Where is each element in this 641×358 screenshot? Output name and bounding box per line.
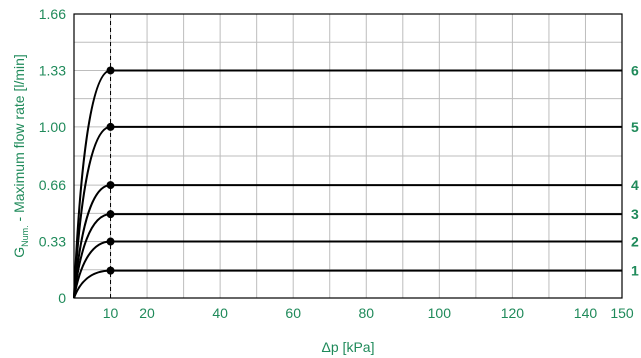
x-tick-label: 10 bbox=[103, 305, 119, 321]
curve-label-2: 2 bbox=[631, 234, 639, 250]
x-tick-label: 40 bbox=[212, 305, 228, 321]
series-curve-1 bbox=[73, 269, 622, 299]
y-tick-label: 1.00 bbox=[39, 119, 66, 135]
y-tick-label: 0 bbox=[58, 290, 66, 306]
y-tick-labels: 0 0.33 0.66 1.00 1.33 1.66 bbox=[39, 6, 66, 306]
y-tick-label: 0.66 bbox=[39, 177, 66, 193]
plot-frame bbox=[73, 13, 623, 299]
curve-label-5: 5 bbox=[631, 119, 639, 135]
series-layer: 1 2 3 4 5 6 bbox=[73, 62, 639, 299]
x-tick-label: 150 bbox=[610, 305, 634, 321]
curve-label-1: 1 bbox=[631, 263, 639, 279]
curve-label-6: 6 bbox=[631, 62, 639, 78]
y-axis-title-rest: - Maximum flow rate [l/min] bbox=[11, 54, 27, 225]
x-tick-label: 120 bbox=[501, 305, 525, 321]
x-axis-title: Δp [kPa] bbox=[322, 339, 375, 355]
y-tick-label: 0.33 bbox=[39, 234, 66, 250]
x-tick-label: 140 bbox=[574, 305, 598, 321]
y-tick-label: 1.33 bbox=[39, 62, 66, 78]
saturation-point-1 bbox=[106, 266, 115, 275]
saturation-point-5 bbox=[106, 122, 115, 131]
y-tick-label: 1.66 bbox=[39, 6, 66, 22]
x-tick-label: 20 bbox=[139, 305, 155, 321]
saturation-point-6 bbox=[106, 66, 115, 75]
x-tick-label: 80 bbox=[358, 305, 374, 321]
x-tick-label: 100 bbox=[428, 305, 452, 321]
saturation-point-2 bbox=[106, 237, 115, 246]
saturation-point-4 bbox=[106, 181, 115, 190]
y-axis-title-main: G bbox=[11, 247, 27, 258]
series-curve-6 bbox=[73, 69, 622, 299]
x-tick-labels: 10 20 40 60 80 100 120 140 150 bbox=[103, 305, 634, 321]
curve-label-3: 3 bbox=[631, 206, 639, 222]
series-curve-5 bbox=[73, 125, 622, 299]
y-axis-title-subscript: Num. bbox=[20, 225, 30, 247]
curve-label-4: 4 bbox=[631, 177, 639, 193]
y-axis-title: GNum. - Maximum flow rate [l/min] bbox=[11, 54, 30, 258]
saturation-point-3 bbox=[106, 210, 115, 219]
x-tick-label: 60 bbox=[285, 305, 301, 321]
series-curve-3 bbox=[73, 213, 622, 299]
grid-lines bbox=[74, 14, 622, 298]
